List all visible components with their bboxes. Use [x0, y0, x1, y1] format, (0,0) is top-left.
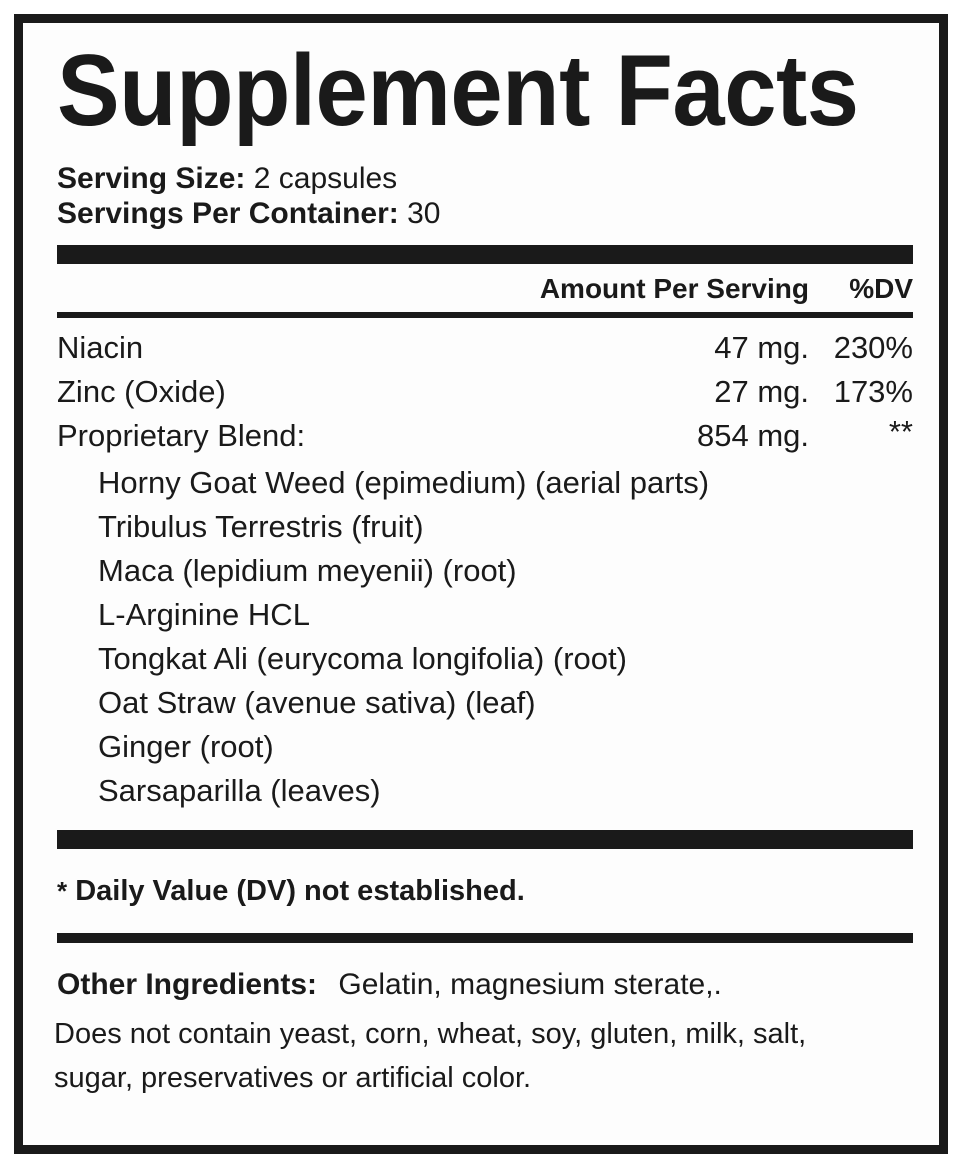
proprietary-blend-ingredients: Horny Goat Weed (epimedium) (aerial part…	[98, 461, 913, 813]
footnote-asterisk: *	[57, 875, 68, 906]
table-row-proprietary-blend: Proprietary Blend: 854 mg. **	[57, 414, 913, 458]
list-item: L-Arginine HCL	[98, 596, 310, 632]
divider-thick-bottom	[57, 829, 913, 849]
nutrient-dv: 173%	[833, 373, 913, 409]
nutrient-amount: 47 mg.	[714, 329, 809, 365]
proprietary-blend-amount: 854 mg.	[696, 417, 809, 453]
column-headers: Amount Per Serving %DV	[57, 273, 913, 305]
nutrient-name: Zinc (Oxide)	[57, 373, 226, 409]
nutrient-values: 27 mg. 173%	[714, 370, 913, 414]
list-item: Tribulus Terrestris (fruit)	[98, 508, 424, 544]
servings-per-container-line: Servings Per Container: 30	[57, 196, 914, 231]
divider-thick-top	[57, 244, 913, 264]
list-item: Sarsaparilla (leaves)	[98, 772, 381, 808]
amount-per-serving-header: Amount Per Serving	[539, 272, 809, 304]
other-ingredients-section: Other Ingredients: Gelatin, magnesium st…	[54, 965, 914, 1101]
nutrient-dv: 230%	[833, 329, 913, 365]
other-ingredients-line: Other Ingredients: Gelatin, magnesium st…	[57, 965, 914, 1006]
serving-size-line: Serving Size: 2 capsules	[57, 161, 914, 196]
serving-size-value: 2 capsules	[253, 162, 398, 195]
supplement-facts-panel: Supplement Facts Serving Size: 2 capsule…	[14, 14, 948, 1154]
list-item: Horny Goat Weed (epimedium) (aerial part…	[98, 464, 710, 500]
list-item: Oat Straw (avenue sativa) (leaf)	[98, 684, 536, 720]
table-row: Zinc (Oxide) 27 mg. 173%	[57, 370, 913, 414]
servings-per-container-label: Servings Per Container:	[57, 197, 399, 231]
other-ingredients-value: Gelatin, magnesium sterate,.	[338, 967, 722, 1001]
nutrient-values: 47 mg. 230%	[714, 326, 913, 370]
divider-medium-footer	[57, 932, 913, 943]
list-item: Tongkat Ali (eurycoma longifolia) (root)	[98, 640, 627, 676]
footnote-text: Daily Value (DV) not established.	[75, 874, 525, 907]
nutrient-amount: 27 mg.	[714, 373, 809, 409]
allergen-free-statement: Does not contain yeast, corn, wheat, soy…	[54, 1018, 807, 1094]
divider-thin-under-headers	[57, 311, 913, 318]
proprietary-blend-name: Proprietary Blend:	[57, 417, 306, 453]
dv-header: %DV	[849, 272, 913, 304]
page-title: Supplement Facts	[57, 35, 859, 147]
table-row: Niacin 47 mg. 230%	[57, 326, 913, 370]
list-item: Maca (lepidium meyenii) (root)	[98, 552, 517, 588]
nutrient-name: Niacin	[57, 329, 144, 365]
proprietary-blend-values: 854 mg. **	[697, 414, 913, 458]
nutrient-table: Niacin 47 mg. 230% Zinc (Oxide) 27 mg. 1…	[57, 326, 913, 813]
servings-per-container-value: 30	[407, 197, 441, 231]
serving-size-label: Serving Size:	[57, 162, 246, 195]
supplement-facts-content: Supplement Facts Serving Size: 2 capsule…	[23, 41, 939, 1163]
other-ingredients-label: Other Ingredients:	[57, 967, 318, 1001]
list-item: Ginger (root)	[98, 728, 274, 764]
serving-info: Serving Size: 2 capsules Servings Per Co…	[57, 161, 914, 232]
daily-value-footnote: * Daily Value (DV) not established.	[57, 875, 914, 908]
